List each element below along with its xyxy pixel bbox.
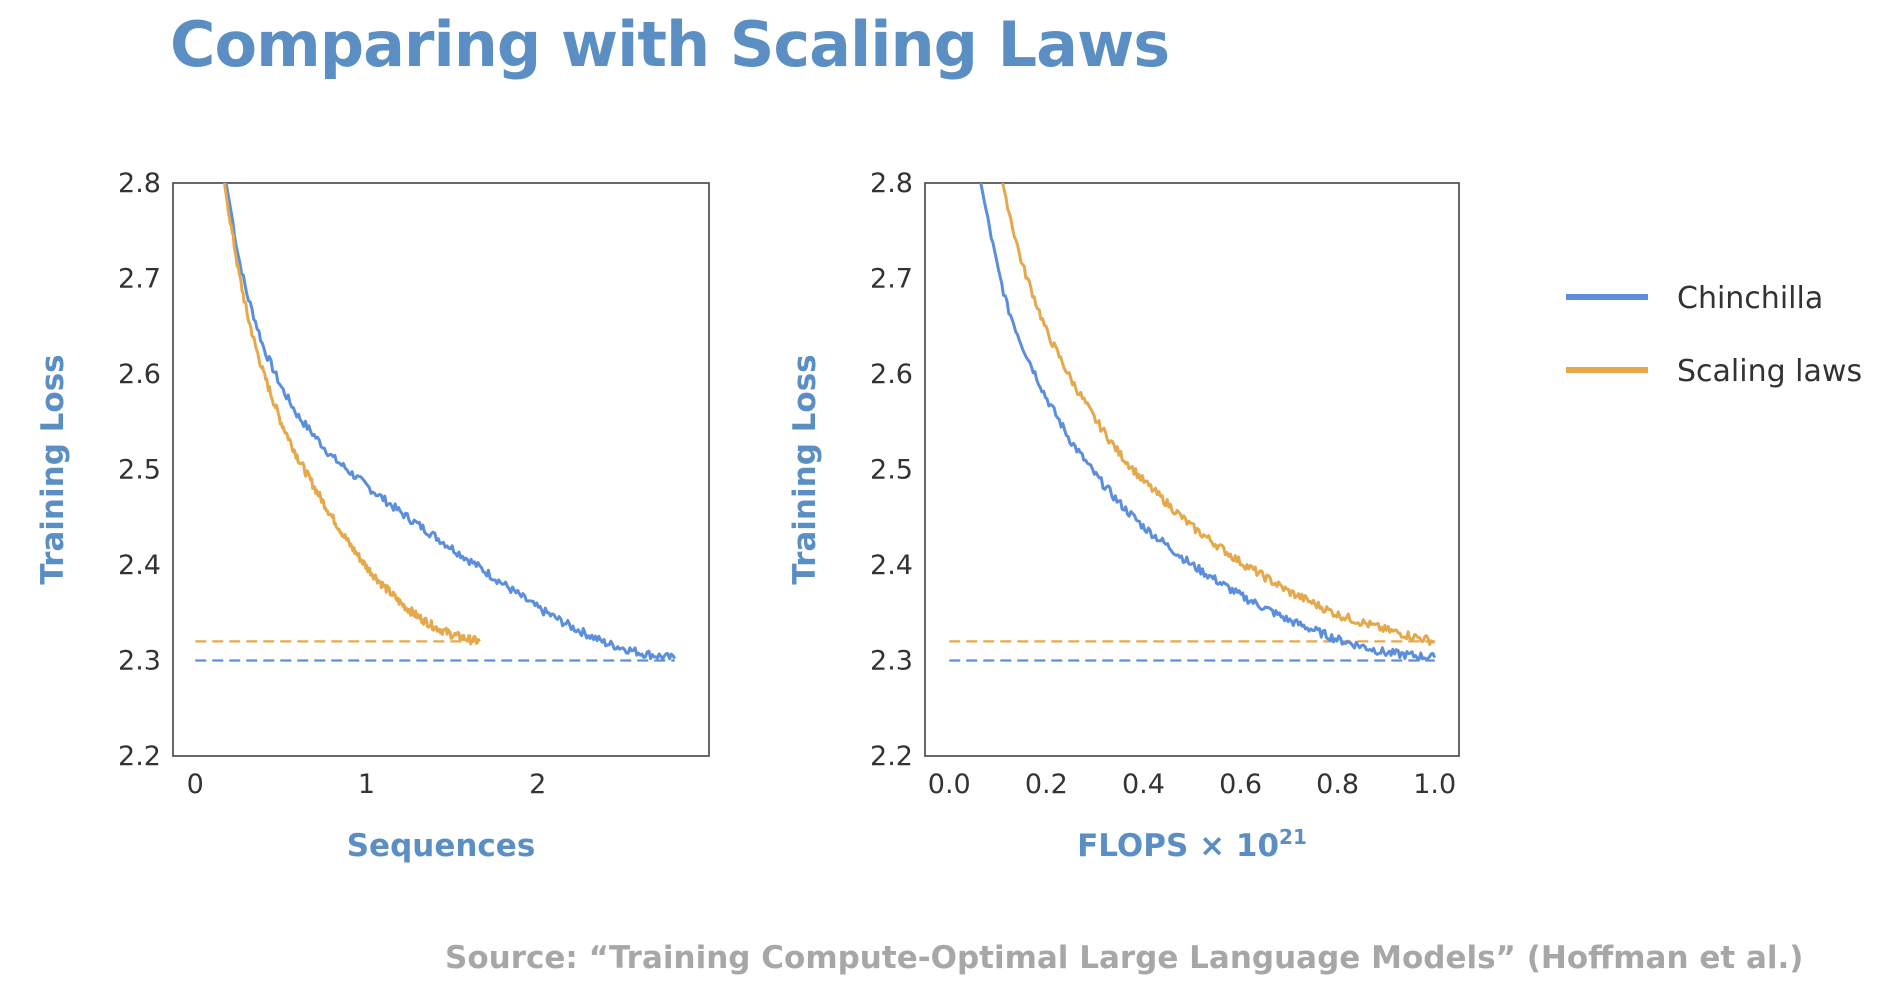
x-axis-title-left: Sequences xyxy=(347,828,536,864)
x-tick-label-right: 0.2 xyxy=(1025,769,1068,800)
y-tick-label-right: 2.6 xyxy=(870,359,913,390)
y-tick-label-right: 2.5 xyxy=(870,455,913,486)
x-tick-label-right: 0.6 xyxy=(1219,769,1262,800)
y-tick-label-left: 2.7 xyxy=(118,264,161,295)
y-tick-label-right: 2.7 xyxy=(870,264,913,295)
y-tick-label-right: 2.2 xyxy=(870,741,913,772)
chart-right: 2.8 2.7 2.6 2.5 2.4 2.3 2.2 0.0 0.2 0.4 0.6 0.8 1.0 F… xyxy=(787,168,1460,864)
x-axis-exponent-right: 21 xyxy=(1279,825,1307,849)
x-tick-label-left: 0 xyxy=(187,769,204,800)
source-caption: Source: “Training Compute-Optimal Large … xyxy=(445,940,1804,976)
y-tick-label-left: 2.8 xyxy=(118,168,161,199)
y-tick-label-right: 2.8 xyxy=(870,168,913,199)
x-tick-label-left: 1 xyxy=(358,769,375,800)
legend: Chinchilla Scaling laws xyxy=(1566,281,1862,389)
x-tick-label-right: 1.0 xyxy=(1413,769,1456,800)
y-axis-title-right: Training Loss xyxy=(787,354,823,584)
x-tick-label-right: 0.4 xyxy=(1122,769,1165,800)
plot-frame-left xyxy=(172,182,710,757)
y-tick-label-right: 2.3 xyxy=(870,646,913,677)
legend-label-chinchilla: Chinchilla xyxy=(1677,281,1823,316)
series-line-chinchilla-left xyxy=(224,183,677,661)
slide-title: Comparing with Scaling Laws xyxy=(170,8,1170,81)
x-tick-label-right: 0.0 xyxy=(928,769,971,800)
y-tick-label-left: 2.2 xyxy=(118,741,161,772)
legend-label-scaling-laws: Scaling laws xyxy=(1677,354,1862,389)
chart-left: 2.8 2.7 2.6 2.5 2.4 2.3 2.2 0 1 2 Sequences Trainin… xyxy=(35,168,710,864)
y-tick-label-right: 2.4 xyxy=(870,550,913,581)
series-line-scaling-laws-right xyxy=(1001,183,1436,646)
series-line-chinchilla-right xyxy=(979,183,1437,661)
y-tick-label-left: 2.6 xyxy=(118,359,161,390)
x-axis-title-right: FLOPS × 1021 xyxy=(1077,825,1307,864)
y-tick-label-left: 2.5 xyxy=(118,455,161,486)
y-tick-label-left: 2.4 xyxy=(118,550,161,581)
x-tick-label-right: 0.8 xyxy=(1316,769,1359,800)
x-tick-label-left: 2 xyxy=(529,769,546,800)
y-axis-title-left: Training Loss xyxy=(35,354,71,584)
y-tick-label-left: 2.3 xyxy=(118,646,161,677)
series-line-scaling-laws-left xyxy=(222,183,481,646)
plot-frame-right xyxy=(924,182,1460,757)
